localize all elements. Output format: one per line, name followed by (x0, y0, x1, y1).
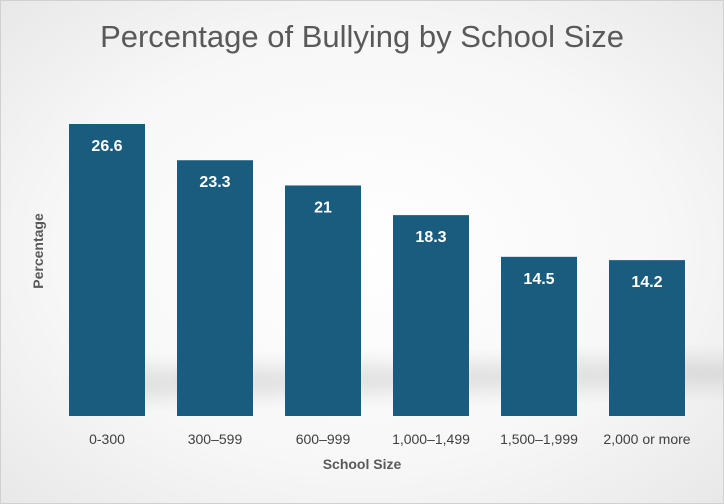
data-label: 23.3 (199, 174, 230, 191)
x-tick-label: 1,000–1,499 (392, 431, 470, 447)
x-tick-labels: 0-300 300–599 600–999 1,000–1,499 1,500–1,99… (89, 431, 691, 447)
data-labels: 26.6 23.3 21 18.3 14.5 14.2 (91, 138, 662, 291)
x-tick-label: 1,500–1,999 (500, 431, 578, 447)
x-tick-label: 600–999 (296, 431, 351, 447)
bar (177, 160, 253, 416)
data-label: 18.3 (415, 229, 446, 246)
bar (393, 215, 469, 416)
x-tick-label: 0-300 (89, 431, 125, 447)
chart-title: Percentage of Bullying by School Size (100, 19, 624, 54)
x-axis-title: School Size (322, 456, 402, 472)
data-label: 14.2 (631, 274, 662, 291)
data-label: 21 (314, 199, 332, 216)
bar (285, 185, 361, 416)
x-tick-label: 300–599 (188, 431, 243, 447)
bar (69, 124, 145, 416)
bars (69, 124, 685, 416)
bar (609, 260, 685, 416)
data-label: 26.6 (91, 138, 122, 155)
x-tick-label: 2,000 or more (603, 431, 690, 447)
bar (501, 256, 577, 416)
data-label: 14.5 (523, 271, 554, 288)
